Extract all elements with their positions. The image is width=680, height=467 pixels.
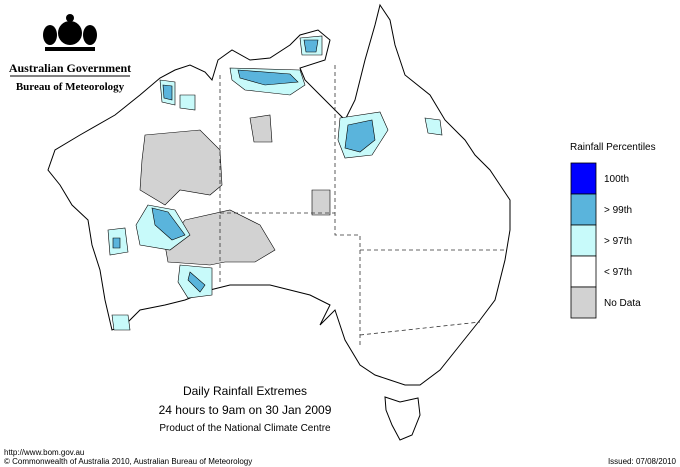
legend-label: > 99th: [604, 205, 632, 216]
regions: [107, 35, 443, 331]
legend-label: 100th: [604, 174, 629, 185]
legend-swatch: [570, 255, 597, 288]
above-99-area: [237, 69, 299, 86]
footer-url: http://www.bom.gov.au: [4, 448, 84, 457]
above-97-area: [179, 94, 196, 111]
tasmania: [384, 396, 421, 441]
above-99-area: [303, 39, 319, 53]
state-borders: [219, 65, 505, 345]
above-99-area: [344, 119, 376, 153]
crest: [43, 14, 97, 51]
above-99-area: [151, 207, 186, 241]
no-data-area: [311, 189, 331, 216]
map-product: Product of the National Climate Centre: [159, 423, 331, 434]
no-data-area: [249, 114, 273, 143]
legend-swatch: [570, 224, 597, 257]
agency-name: Bureau of Meteorology: [16, 81, 125, 93]
above-97-area: [111, 314, 131, 331]
above-99-area: [187, 271, 206, 293]
footer-issued: Issued: 07/08/2010: [608, 457, 677, 466]
legend-swatch: [570, 286, 597, 319]
map-period: 24 hours to 9am on 30 Jan 2009: [159, 403, 332, 417]
legend-label: > 97th: [604, 236, 632, 247]
legend-label: No Data: [604, 298, 641, 309]
legend-title: Rainfall Percentiles: [570, 142, 656, 153]
legend: 100th > 99th > 97th < 97th No Data: [570, 162, 641, 319]
footer-copyright: © Commonwealth of Australia 2010, Austra…: [4, 457, 252, 466]
government-name: Australian Government: [9, 61, 131, 75]
above-99-area: [162, 84, 173, 101]
legend-swatch: [570, 162, 597, 195]
no-data-area: [139, 129, 223, 206]
map-title: Daily Rainfall Extremes: [183, 384, 307, 398]
above-97-area: [424, 117, 443, 136]
legend-label: < 97th: [604, 267, 632, 278]
legend-swatch: [570, 193, 597, 226]
above-99-area: [112, 237, 121, 249]
